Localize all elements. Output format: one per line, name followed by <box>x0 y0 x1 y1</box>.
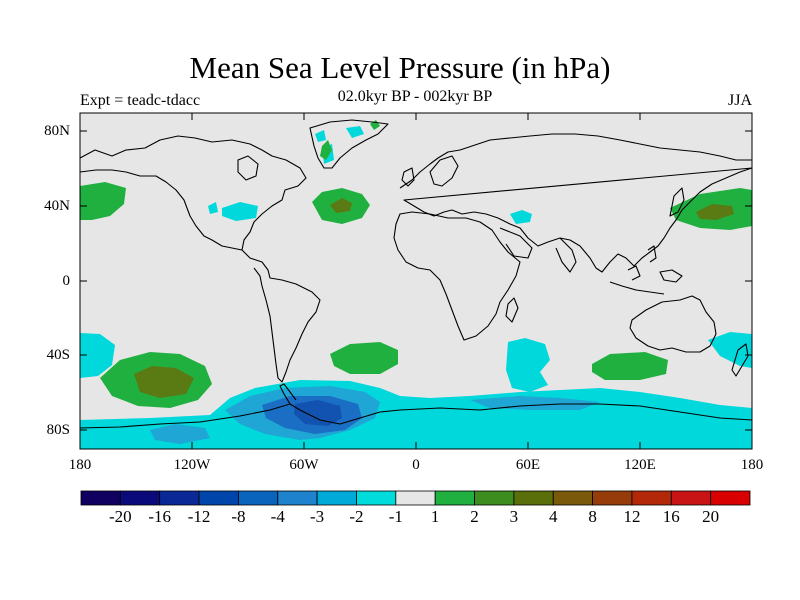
y-tick-label: 40S <box>46 347 70 363</box>
colorbar-label: 4 <box>548 507 558 526</box>
x-tick-label: 180 <box>68 457 92 473</box>
colorbar-label: -20 <box>109 507 132 526</box>
colorbar-label: -12 <box>187 507 211 526</box>
coast-new-zealand <box>731 343 749 377</box>
y-tick-label: 40N <box>44 198 70 214</box>
indian-ocean-positive-anomaly <box>592 352 668 380</box>
north-pacific-east-positive-anomaly <box>80 182 126 220</box>
coast-australia <box>629 295 717 353</box>
y-tick-label: 80N <box>44 123 70 139</box>
colorbar-swatch <box>434 490 475 506</box>
colorbar-label: 3 <box>509 507 519 526</box>
colorbar <box>80 490 751 506</box>
colorbar-label: -8 <box>231 507 246 526</box>
north-atlantic-positive-core <box>330 198 352 213</box>
x-tick-label: 120E <box>624 457 656 473</box>
anomaly-shading <box>80 120 752 449</box>
coast-greenland <box>309 119 389 169</box>
tasman-anomaly <box>708 332 752 368</box>
y-tick-label: 0 <box>62 273 71 289</box>
coast-africa <box>393 211 521 341</box>
south-pacific-positive-core <box>134 366 194 398</box>
coast-antarctic-peninsula <box>279 383 297 405</box>
coast-north-america <box>79 135 307 251</box>
southern-ocean-core-dark <box>294 400 342 426</box>
colorbar-label: -4 <box>270 507 285 526</box>
north-pacific-small-negative <box>208 202 218 214</box>
experiment-label: Expt = teadc-tdacc <box>80 92 201 109</box>
colorbar-swatch <box>356 490 397 506</box>
coast-madagascar <box>505 297 519 323</box>
greenland-negative-anomaly-3 <box>346 126 364 138</box>
colorbar-swatch <box>710 490 751 506</box>
colorbar-label: 16 <box>662 507 680 526</box>
southern-ocean-core-light-3 <box>470 396 600 410</box>
colorbar-swatch <box>513 490 554 506</box>
colorbar-swatch <box>119 490 161 506</box>
colorbar-swatch <box>277 490 318 506</box>
colorbar-swatch <box>395 490 436 506</box>
season-label: JJA <box>727 92 752 109</box>
north-pacific-west-positive-core <box>696 204 734 220</box>
y-tick-label: 80S <box>46 422 70 438</box>
x-tick-label: 60E <box>515 457 541 473</box>
southern-ocean-core-light-2 <box>150 424 210 444</box>
axis-ticks <box>79 113 753 449</box>
page-title: Mean Sea Level Pressure (in hPa) <box>189 50 611 85</box>
colorbar-swatch <box>474 490 515 506</box>
x-tick-label: 120W <box>173 457 211 473</box>
coast-eurasia <box>399 133 753 273</box>
coast-antarctica <box>79 403 753 429</box>
coast-south-america <box>241 249 321 383</box>
colorbar-label: -3 <box>310 507 325 526</box>
x-tick-label: 0 <box>412 457 420 473</box>
colorbar-label: 1 <box>430 507 440 526</box>
coast-scandinavia <box>429 155 459 187</box>
coastlines <box>79 119 753 429</box>
south-atlantic-positive-anomaly <box>330 342 398 374</box>
colorbar-swatch <box>552 490 593 506</box>
colorbar-swatch <box>159 490 200 506</box>
x-tick-label: 180 <box>740 457 764 473</box>
coast-arabia-india <box>499 227 577 273</box>
colorbar-swatch <box>198 490 239 506</box>
colorbar-swatch <box>316 490 357 506</box>
colorbar-swatch <box>80 490 121 506</box>
colorbar-label: 8 <box>588 507 597 526</box>
period-label: 02.0kyr BP - 002kyr BP <box>337 88 493 105</box>
colorbar-swatch <box>670 490 712 506</box>
colorbar-label: 20 <box>702 507 720 526</box>
colorbar-label: -2 <box>349 507 364 526</box>
colorbar-swatch <box>631 490 672 506</box>
coast-british-isles <box>401 167 415 187</box>
colorbar-label: -16 <box>148 507 172 526</box>
x-tick-label: 60W <box>289 457 319 473</box>
colorbar-swatch <box>592 490 633 506</box>
colorbar-swatch <box>238 490 279 506</box>
greenland-negative-anomaly <box>315 130 326 142</box>
coast-hudson-bay <box>237 155 259 181</box>
coast-indonesia <box>609 245 683 295</box>
north-america-negative-anomaly <box>222 202 258 221</box>
colorbar-label: -1 <box>388 507 403 526</box>
colorbar-label: 12 <box>623 507 641 526</box>
southwest-atlantic-anomaly <box>506 338 550 392</box>
colorbar-label: 2 <box>470 507 479 526</box>
greenland-positive-anomaly <box>320 140 332 160</box>
east-pacific-south-anomaly <box>80 333 115 378</box>
coast-japan <box>669 187 685 217</box>
mediterranean-negative-anomaly <box>510 210 532 224</box>
